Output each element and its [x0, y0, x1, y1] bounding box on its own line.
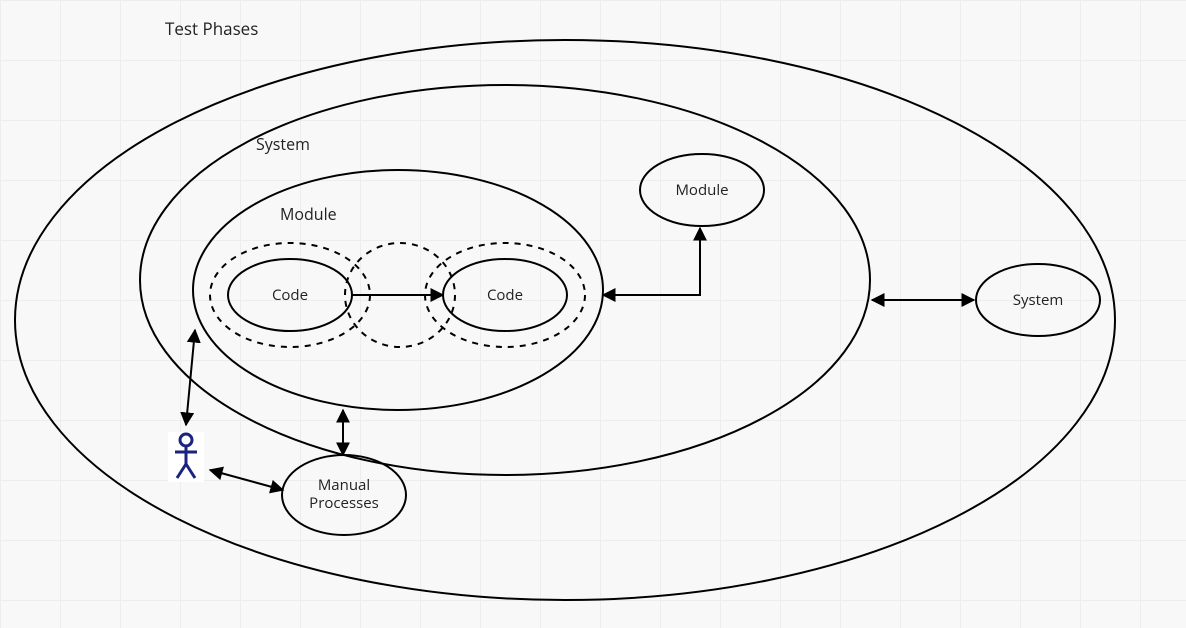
diagram-title: Test Phases: [165, 17, 258, 40]
system-container-label: System: [256, 133, 310, 155]
module-container-label: Module: [280, 203, 337, 225]
arrow-module-to-external: [603, 228, 700, 295]
arrow-system-to-actor: [186, 330, 195, 425]
arrow-actor-to-manual: [210, 470, 283, 490]
system-container-ellipse: [140, 85, 870, 475]
module-container-ellipse: [193, 170, 603, 410]
code-node-left-label: Code: [272, 285, 308, 305]
module-external-label: Module: [675, 180, 728, 200]
manual-processes-label-2: Processes: [309, 493, 379, 513]
manual-processes-label-1: Manual: [318, 475, 370, 495]
diagram-canvas: Test Phases System Module Code Code Modu…: [0, 0, 1186, 628]
system-external-label: System: [1013, 290, 1064, 310]
code-node-right-label: Code: [487, 285, 523, 305]
actor-icon: [168, 432, 204, 482]
outer-boundary-ellipse: [15, 40, 1115, 600]
